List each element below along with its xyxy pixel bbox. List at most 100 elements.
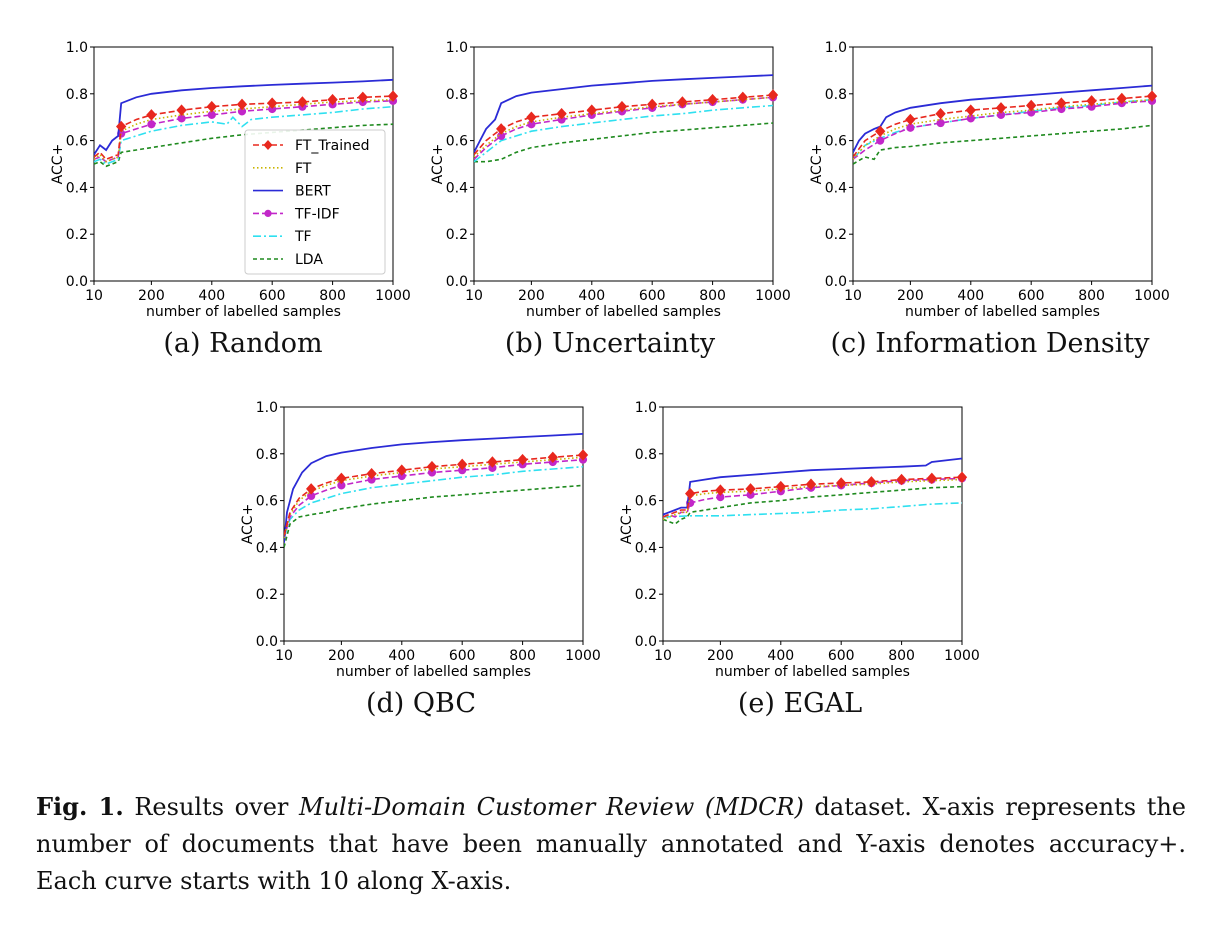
series-line-bert [853, 84, 1152, 153]
y-tick-label: 0.2 [66, 227, 88, 243]
figure-caption: Fig. 1. Results over Multi-Domain Custom… [36, 788, 1186, 900]
y-axis-label: ACC+ [809, 144, 825, 185]
x-tick-label: 1000 [375, 288, 410, 304]
y-tick-label: 0.2 [825, 227, 847, 243]
subcaption-qbc: (d) QBC [365, 688, 477, 719]
x-tick-label: 800 [509, 648, 536, 664]
y-tick-label: 0.0 [66, 274, 88, 290]
marker-ft-trained [647, 98, 658, 111]
legend-marker [263, 140, 273, 150]
marker-ft-trained [327, 93, 338, 106]
chart-panel-egal: 0.0 0.2 0.4 0.6 0.8 1.0 10 200 400 600 800 1000 numb… [619, 400, 979, 680]
x-tick-label: 400 [388, 648, 415, 664]
marker-ft-trained [896, 473, 907, 486]
x-tick-label: 800 [888, 648, 915, 664]
marker-ft-trained [336, 472, 347, 485]
x-tick-label: 10 [844, 288, 862, 304]
y-tick-label: 0.0 [825, 274, 847, 290]
plot-frame [662, 406, 963, 642]
y-tick-label: 1.0 [446, 40, 468, 56]
marker-ft-trained [496, 123, 507, 135]
x-tick-label: 1000 [1134, 288, 1169, 304]
marker-ft-trained [206, 100, 217, 113]
subcaption-egal: (e) EGAL [737, 688, 863, 719]
legend-box [244, 129, 386, 275]
x-tick-label: 1000 [755, 288, 790, 304]
caption-dataset-name: Multi-Domain Customer Review (MDCR) [299, 793, 804, 821]
x-tick-label: 600 [1018, 288, 1045, 304]
y-tick-label: 1.0 [66, 40, 88, 56]
y-tick-label: 0.8 [825, 87, 847, 103]
x-tick-label: 200 [328, 648, 355, 664]
series-line-lda [284, 484, 583, 548]
y-tick-label: 0.4 [825, 180, 847, 196]
series-line-tf [284, 465, 583, 539]
x-tick-label: 600 [259, 288, 286, 304]
x-tick-label: 10 [465, 288, 483, 304]
y-tick-label: 0.6 [446, 134, 468, 150]
legend-marker [264, 209, 272, 217]
x-tick-label: 10 [85, 288, 103, 304]
x-axis-label: number of labelled samples [336, 664, 531, 680]
chart-panel-information-density: 0.0 0.2 0.4 0.6 0.8 1.0 10 200 400 600 800 1000 numb… [809, 40, 1169, 320]
caption-text-after: dataset. X-axis represents the number of… [36, 793, 1186, 895]
y-tick-label: 0.4 [635, 540, 657, 556]
y-tick-label: 0.6 [635, 494, 657, 510]
y-tick-label: 0.8 [446, 87, 468, 103]
marker-ft-trained [547, 451, 558, 464]
y-tick-label: 0.0 [446, 274, 468, 290]
marker-ft-trained [685, 487, 696, 500]
y-axis-label: ACC+ [619, 504, 635, 545]
y-tick-label: 0.8 [256, 447, 278, 463]
x-tick-label: 200 [138, 288, 165, 304]
x-tick-label: 800 [319, 288, 346, 304]
y-tick-label: 0.2 [256, 587, 278, 603]
x-tick-label: 600 [828, 648, 855, 664]
series-line-bert [94, 78, 393, 156]
marker-ft-trained [616, 100, 628, 113]
y-tick-label: 0.4 [446, 180, 468, 196]
caption-text-before: Results over [123, 793, 300, 821]
plot-frame [473, 46, 774, 282]
marker-ft-trained [875, 125, 886, 137]
x-tick-label: 800 [699, 288, 726, 304]
series-line-tf [663, 502, 962, 518]
marker-ft-trained [556, 107, 567, 120]
x-axis-label: number of labelled samples [905, 304, 1100, 320]
chart-panel-uncertainty: 0.0 0.2 0.4 0.6 0.8 1.0 10 200 400 600 800 1000 numb… [430, 40, 790, 320]
marker-ft-trained [426, 460, 438, 473]
marker-ft-trained [577, 449, 589, 461]
marker-ft-trained [176, 104, 187, 116]
y-axis-label: ACC+ [240, 504, 256, 545]
series-line-ft-trained [284, 454, 583, 536]
marker-ft-trained [1026, 99, 1037, 112]
x-axis-label: number of labelled samples [146, 304, 341, 320]
y-tick-label: 0.0 [256, 634, 278, 650]
marker-ft-trained [306, 483, 317, 495]
series-line-lda [474, 122, 773, 163]
marker-ft-trained [487, 456, 498, 468]
marker-ft-trained [457, 458, 468, 471]
y-tick-label: 0.0 [635, 634, 657, 650]
marker-ft-trained [267, 97, 278, 109]
marker-ft-trained [737, 91, 748, 104]
series-line-ft [663, 478, 962, 521]
y-tick-label: 0.2 [635, 587, 657, 603]
x-tick-label: 600 [639, 288, 666, 304]
marker-tf-idf [147, 120, 156, 129]
x-tick-label: 800 [1078, 288, 1105, 304]
marker-ft-trained [767, 89, 779, 101]
subcaption-information-density: (c) Information Density [830, 328, 1150, 359]
x-tick-label: 200 [897, 288, 924, 304]
series-line-lda [94, 123, 393, 168]
y-tick-label: 1.0 [825, 40, 847, 56]
x-tick-label: 200 [707, 648, 734, 664]
x-tick-label: 400 [198, 288, 225, 304]
marker-ft-trained [995, 102, 1007, 114]
marker-ft-trained [707, 93, 718, 106]
marker-ft-trained [1116, 92, 1127, 105]
x-tick-label: 400 [957, 288, 984, 304]
x-tick-label: 10 [654, 648, 672, 664]
series-line-ft [284, 456, 583, 539]
x-axis-label: number of labelled samples [526, 304, 721, 320]
